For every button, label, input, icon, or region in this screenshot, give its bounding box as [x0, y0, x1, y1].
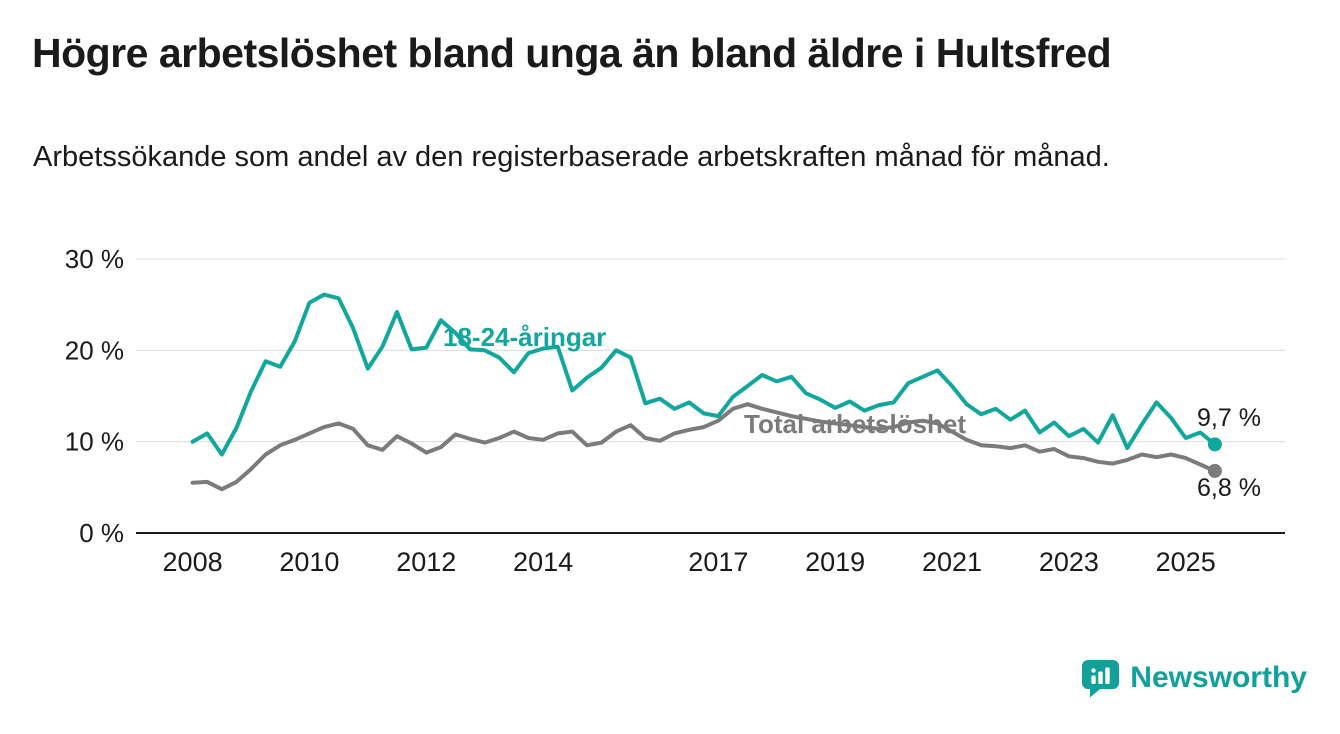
newsworthy-logo: Newsworthy: [1080, 658, 1307, 698]
bar-chart-speech-bubble-icon: [1082, 660, 1120, 698]
value-label-youth: 9,7 %: [1197, 404, 1261, 432]
chart-subtitle: Arbetssökande som andel av den registerb…: [33, 141, 1110, 173]
value-label-total: 6,8 %: [1197, 474, 1261, 502]
svg-text:20 %: 20 %: [65, 335, 124, 365]
svg-text:2021: 2021: [922, 547, 982, 577]
svg-text:30 %: 30 %: [65, 244, 124, 274]
svg-text:2008: 2008: [163, 547, 223, 577]
svg-text:0 %: 0 %: [79, 518, 124, 548]
series-label-total: Total arbetslöshet: [744, 409, 967, 439]
series-label-youth: 18-24-åringar: [443, 322, 607, 352]
svg-text:2025: 2025: [1156, 547, 1216, 577]
svg-text:2023: 2023: [1039, 547, 1099, 577]
svg-text:2012: 2012: [396, 547, 456, 577]
brand-name: Newsworthy: [1130, 661, 1307, 694]
svg-text:10 %: 10 %: [65, 427, 124, 457]
svg-text:2019: 2019: [805, 547, 865, 577]
svg-text:2017: 2017: [688, 547, 748, 577]
page-title: Högre arbetslöshet bland unga än bland ä…: [32, 30, 1112, 76]
svg-text:2010: 2010: [279, 547, 339, 577]
svg-text:2014: 2014: [513, 547, 573, 577]
